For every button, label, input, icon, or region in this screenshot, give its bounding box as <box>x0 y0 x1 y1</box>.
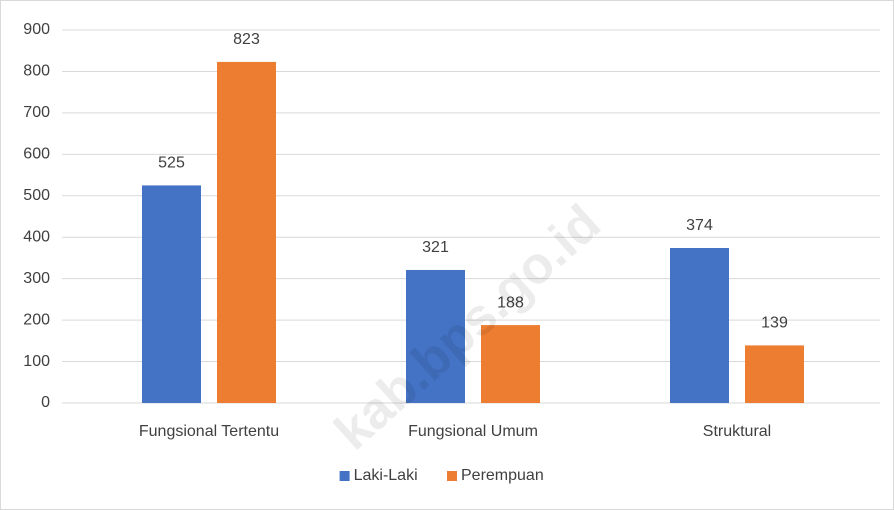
data-label: 188 <box>497 294 524 311</box>
data-label: 823 <box>233 31 260 48</box>
y-tick-label: 600 <box>23 146 50 163</box>
y-tick-label: 300 <box>23 270 50 287</box>
bar <box>217 61 276 403</box>
legend-swatch <box>447 471 457 481</box>
legend-swatch <box>339 471 350 481</box>
y-tick-label: 400 <box>23 228 50 245</box>
bar <box>406 269 465 403</box>
bar <box>670 247 729 403</box>
x-tick-label: Struktural <box>703 423 771 440</box>
x-tick-label: Fungsional Umum <box>408 423 538 440</box>
legend-label: Laki-Laki <box>354 467 418 484</box>
bar <box>142 185 201 403</box>
bar <box>745 345 804 403</box>
data-label: 321 <box>422 239 449 256</box>
data-label: 525 <box>158 155 185 172</box>
y-tick-label: 200 <box>23 311 50 328</box>
data-label: 139 <box>761 315 788 332</box>
y-tick-label: 0 <box>41 394 50 411</box>
y-tick-label: 100 <box>23 353 50 370</box>
legend-label: Perempuan <box>461 467 544 484</box>
bar <box>481 325 540 403</box>
y-tick-label: 900 <box>23 21 50 38</box>
y-tick-label: 500 <box>23 187 50 204</box>
x-tick-label: Fungsional Tertentu <box>139 423 279 440</box>
y-tick-label: 800 <box>23 63 50 80</box>
y-tick-label: 700 <box>23 104 50 121</box>
data-label: 374 <box>686 217 713 234</box>
